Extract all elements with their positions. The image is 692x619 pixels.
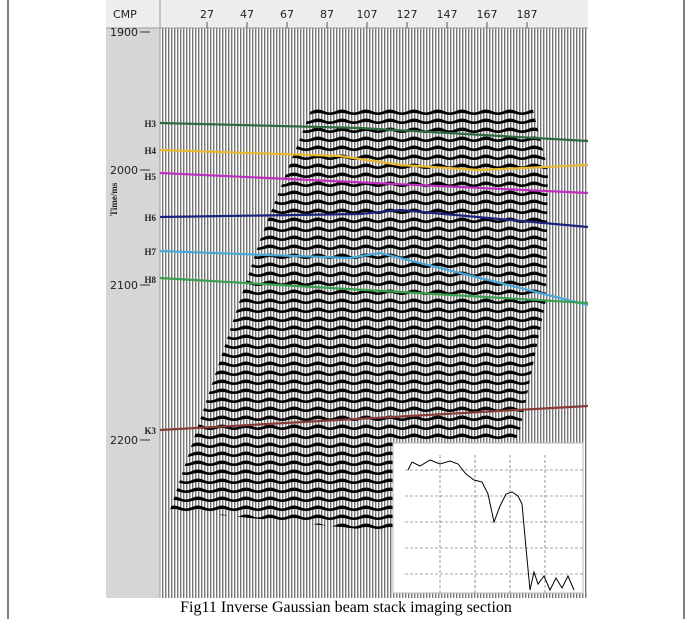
cmp-tick-label: 107 <box>357 8 378 21</box>
inset <box>392 442 584 594</box>
time-tick-label: 1900 <box>110 26 138 39</box>
caption: Fig11 Inverse Gaussian beam stack imagin… <box>180 599 512 616</box>
time-tick-label: 2100 <box>110 279 138 292</box>
cmp-tick-label: 167 <box>477 8 498 21</box>
cmp-tick-label: 47 <box>240 8 254 21</box>
horizon-label: H4 <box>144 146 156 156</box>
cmp-tick-label: 147 <box>437 8 458 21</box>
cmp-tick-label: 27 <box>200 8 214 21</box>
horizon-label: H6 <box>144 213 156 223</box>
time-label: Time/ms <box>109 182 119 216</box>
cmp-tick-label: 87 <box>320 8 334 21</box>
horizon-label: K3 <box>144 426 156 436</box>
time-tick-label: 2000 <box>110 164 138 177</box>
horizons <box>159 121 588 432</box>
cmp-tick-label: 127 <box>397 8 418 21</box>
cmp-tick-label: 67 <box>280 8 294 21</box>
horizon-label: H3 <box>144 119 156 129</box>
time-tick-label: 2200 <box>110 434 138 447</box>
cmp-label: CMP <box>113 8 137 21</box>
cmp-axis-strip <box>106 0 588 28</box>
horizon-label: H7 <box>144 247 156 257</box>
time-axis-strip <box>106 28 160 598</box>
horizon-label: H5 <box>144 172 156 182</box>
horizon-label: H8 <box>144 275 156 285</box>
section-image <box>106 0 588 598</box>
cmp-tick-label: 187 <box>517 8 538 21</box>
